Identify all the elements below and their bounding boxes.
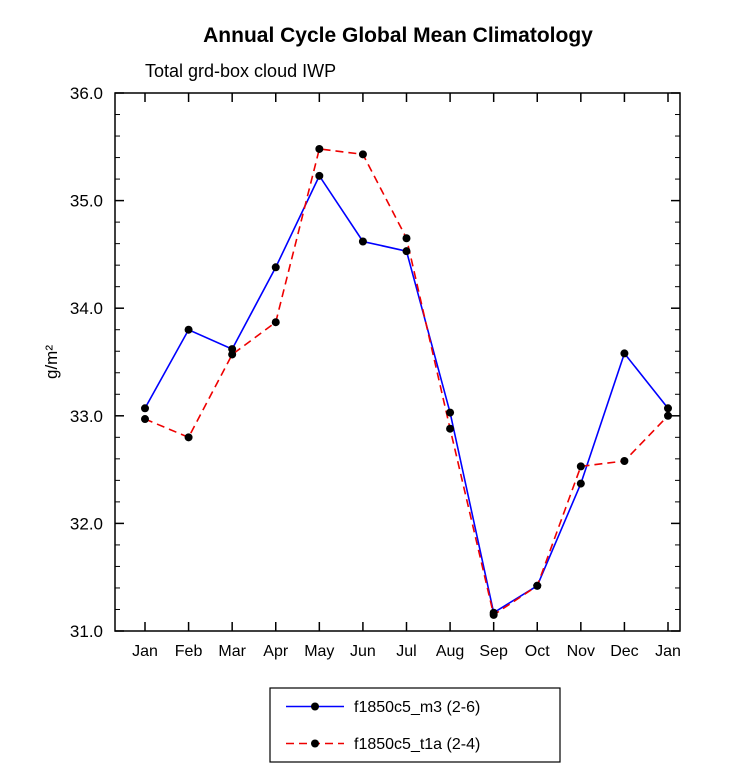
data-point-marker bbox=[664, 404, 672, 413]
x-tick-label: Jan bbox=[655, 643, 681, 660]
data-point-marker bbox=[446, 424, 455, 433]
x-tick-label: Oct bbox=[525, 643, 550, 660]
data-point-marker bbox=[664, 411, 672, 420]
data-point-marker bbox=[576, 479, 585, 488]
legend-entry-label: f1850c5_m3 (2-6) bbox=[354, 699, 480, 716]
series-line-1 bbox=[144, 148, 669, 617]
data-point-marker bbox=[228, 350, 237, 359]
x-tick-label: Sep bbox=[479, 643, 508, 660]
data-point-marker bbox=[141, 404, 149, 413]
data-point-marker bbox=[358, 150, 367, 159]
data-point-marker bbox=[315, 171, 324, 180]
y-tick-label: 36.0 bbox=[70, 84, 103, 103]
chart-subtitle: Total grd-box cloud IWP bbox=[145, 61, 336, 81]
legend-entry-label: f1850c5_t1a (2-4) bbox=[354, 736, 480, 753]
data-point-marker bbox=[576, 462, 585, 471]
data-point-marker bbox=[315, 144, 324, 153]
x-tick-label: Aug bbox=[436, 643, 464, 660]
data-point-marker bbox=[489, 610, 498, 619]
data-point-marker bbox=[402, 234, 411, 243]
x-tick-label: Jan bbox=[132, 643, 158, 660]
data-point-marker bbox=[141, 415, 149, 424]
legend: f1850c5_m3 (2-6) f1850c5_t1a (2-4) bbox=[269, 687, 561, 763]
y-tick-label: 31.0 bbox=[70, 622, 103, 641]
x-tick-label: Mar bbox=[218, 643, 246, 660]
x-tick-label: Jul bbox=[396, 643, 416, 660]
x-tick-label: Dec bbox=[610, 643, 638, 660]
data-point-marker bbox=[402, 247, 411, 256]
legend-box bbox=[269, 687, 561, 763]
data-point-marker bbox=[184, 433, 193, 442]
x-tick-label: May bbox=[304, 643, 334, 660]
plot-frame bbox=[114, 92, 681, 632]
data-point-marker bbox=[446, 408, 455, 417]
y-tick-label: 34.0 bbox=[70, 299, 103, 318]
data-point-marker bbox=[358, 237, 367, 246]
plot-area: 31.0 32.0 33.0 34.0 35.0 36.0 Jan Feb Mar Apr May J… bbox=[70, 84, 681, 660]
y-tick-label: 33.0 bbox=[70, 407, 103, 426]
data-point-marker bbox=[184, 325, 193, 334]
data-point-marker bbox=[620, 456, 629, 465]
x-tick-label: Feb bbox=[175, 643, 203, 660]
y-axis-label: g/m² bbox=[42, 345, 61, 379]
data-point-marker bbox=[271, 318, 280, 327]
x-tick-label: Jun bbox=[350, 643, 376, 660]
chart-title: Annual Cycle Global Mean Climatology bbox=[203, 24, 593, 47]
data-point-marker bbox=[620, 349, 629, 358]
data-point-marker bbox=[533, 581, 542, 590]
y-tick-label: 35.0 bbox=[70, 192, 103, 211]
x-tick-label: Apr bbox=[263, 643, 289, 660]
legend-marker bbox=[311, 702, 319, 711]
legend-marker bbox=[311, 739, 319, 748]
data-point-marker bbox=[271, 263, 280, 272]
x-tick-label: Nov bbox=[567, 643, 595, 660]
y-tick-label: 32.0 bbox=[70, 514, 103, 533]
